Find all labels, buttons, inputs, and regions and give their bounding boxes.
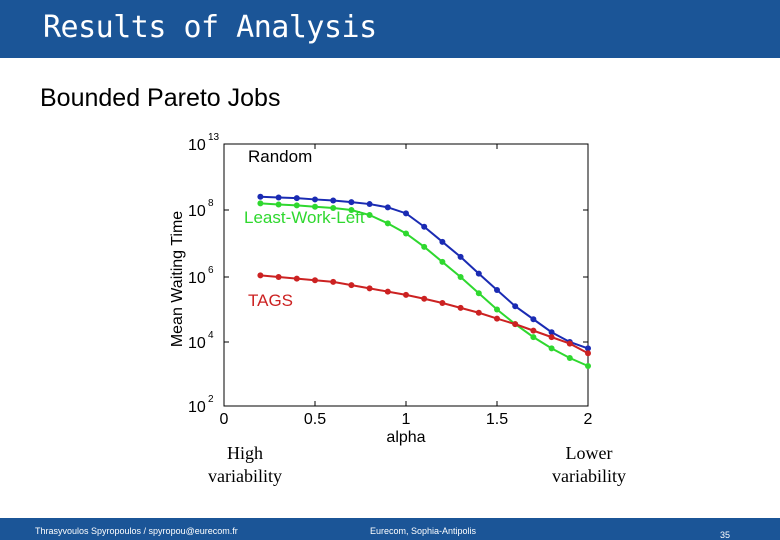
series-label-tags: TAGS bbox=[248, 291, 293, 310]
data-point-least-work-left bbox=[403, 230, 409, 237]
data-point-random bbox=[403, 210, 409, 217]
data-point-least-work-left bbox=[494, 306, 500, 313]
data-point-least-work-left bbox=[312, 203, 318, 210]
data-point-tags bbox=[403, 291, 409, 298]
data-point-least-work-left bbox=[257, 200, 264, 207]
data-point-least-work-left bbox=[475, 290, 482, 297]
series-label-least-work-left: Least-Work-Left bbox=[244, 208, 365, 227]
lower-variability-note: Lower variability bbox=[534, 442, 644, 488]
data-point-least-work-left bbox=[348, 207, 355, 213]
data-point-least-work-left bbox=[566, 355, 573, 361]
data-point-tags bbox=[530, 327, 537, 334]
x-tick-label: 0.5 bbox=[304, 411, 326, 428]
y-tick-exponent: 13 bbox=[208, 132, 220, 143]
y-tick-label: 10 bbox=[188, 335, 206, 352]
data-point-least-work-left bbox=[366, 212, 373, 219]
data-point-random bbox=[585, 345, 591, 352]
data-point-least-work-left bbox=[457, 274, 464, 280]
y-tick-label: 10 bbox=[188, 270, 206, 287]
high-variability-line2: variability bbox=[208, 466, 282, 486]
slide-title: Results of Analysis bbox=[43, 10, 377, 45]
data-point-tags bbox=[585, 350, 591, 357]
data-point-tags bbox=[494, 315, 500, 322]
data-point-least-work-left bbox=[421, 243, 428, 250]
high-variability-note: High variability bbox=[190, 442, 300, 488]
data-point-least-work-left bbox=[275, 201, 282, 208]
data-point-least-work-left bbox=[439, 258, 446, 265]
y-tick-exponent: 4 bbox=[208, 330, 214, 341]
data-point-random bbox=[512, 303, 519, 310]
x-axis-label: alpha bbox=[386, 429, 425, 446]
chart-axes bbox=[223, 143, 589, 407]
lower-variability-line2: variability bbox=[552, 466, 626, 486]
y-tick-label: 10 bbox=[188, 137, 206, 154]
y-tick-label: 10 bbox=[188, 203, 206, 220]
data-point-least-work-left bbox=[384, 220, 391, 227]
data-point-random bbox=[312, 196, 318, 203]
series-label-random: Random bbox=[248, 147, 312, 166]
footer-institution: Eurecom, Sophia-Antipolis bbox=[370, 526, 477, 536]
data-point-random bbox=[275, 194, 282, 201]
data-point-least-work-left bbox=[293, 202, 300, 209]
data-point-tags bbox=[348, 282, 355, 289]
data-point-random bbox=[293, 195, 300, 202]
page-number: 35 bbox=[720, 530, 731, 540]
data-point-tags bbox=[566, 340, 573, 347]
data-point-random bbox=[257, 193, 264, 200]
data-point-random bbox=[421, 223, 428, 230]
data-point-random bbox=[366, 201, 373, 208]
data-point-tags bbox=[548, 334, 555, 341]
data-point-random bbox=[494, 287, 500, 293]
data-point-tags bbox=[312, 277, 318, 284]
data-point-least-work-left bbox=[330, 205, 337, 212]
data-point-tags bbox=[275, 274, 282, 280]
data-point-least-work-left bbox=[548, 345, 555, 352]
data-point-tags bbox=[421, 295, 428, 302]
chart-series bbox=[257, 193, 591, 369]
data-point-random bbox=[348, 199, 355, 206]
data-point-random bbox=[457, 253, 464, 260]
data-point-tags bbox=[475, 309, 482, 316]
slide-subtitle: Bounded Pareto Jobs bbox=[40, 84, 281, 112]
data-point-random bbox=[439, 238, 446, 245]
data-point-random bbox=[475, 270, 482, 277]
footer-bar bbox=[0, 518, 780, 540]
y-tick-exponent: 6 bbox=[208, 265, 214, 276]
y-axis-label: Mean Waiting Time bbox=[169, 211, 186, 347]
x-tick-label: 0 bbox=[220, 411, 229, 428]
data-point-tags bbox=[457, 304, 464, 311]
data-point-least-work-left bbox=[585, 363, 591, 369]
header-bar bbox=[0, 0, 780, 58]
data-point-random bbox=[548, 329, 555, 336]
data-point-tags bbox=[512, 321, 519, 328]
y-tick-exponent: 8 bbox=[208, 198, 214, 209]
data-point-tags bbox=[384, 288, 391, 295]
footer-author: Thrasyvoulos Spyropoulos / spyropou@eure… bbox=[35, 526, 238, 536]
y-tick-label: 10 bbox=[188, 399, 206, 416]
data-point-random bbox=[530, 316, 537, 323]
x-tick-label: 1.5 bbox=[486, 411, 508, 428]
data-point-random bbox=[330, 197, 337, 204]
data-point-tags bbox=[366, 285, 373, 292]
data-point-tags bbox=[293, 275, 300, 282]
x-tick-label: 2 bbox=[584, 411, 593, 428]
data-point-tags bbox=[439, 300, 446, 306]
lower-variability-line1: Lower bbox=[565, 443, 613, 463]
data-point-tags bbox=[330, 278, 337, 285]
data-point-tags bbox=[257, 272, 264, 279]
y-tick-exponent: 2 bbox=[208, 394, 214, 405]
data-point-random bbox=[384, 204, 391, 211]
x-tick-label: 1 bbox=[402, 411, 411, 428]
data-point-least-work-left bbox=[530, 334, 537, 341]
high-variability-line1: High bbox=[227, 443, 263, 463]
